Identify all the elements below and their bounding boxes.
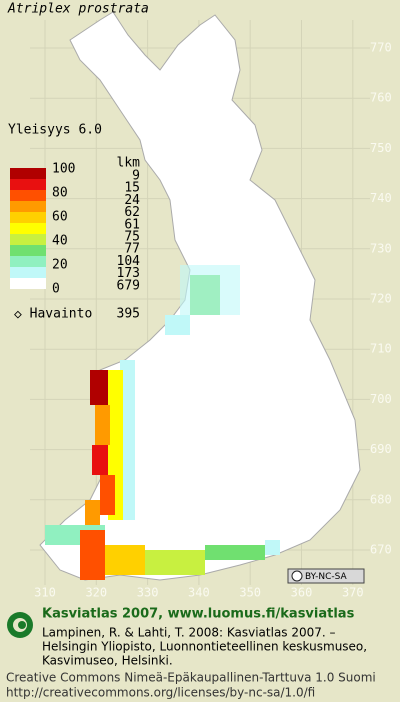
legend-count: 104 bbox=[117, 254, 141, 269]
license: Creative Commons Nimeä-Epäkaupallinen-Ta… bbox=[6, 671, 376, 700]
legend-scale-label: 100 bbox=[52, 162, 75, 177]
y-grid-label: 700 bbox=[370, 392, 392, 406]
legend-count: 15 bbox=[124, 181, 140, 196]
legend-swatch bbox=[10, 267, 46, 278]
legend-swatch bbox=[10, 201, 46, 212]
x-grid-label: 320 bbox=[85, 586, 107, 600]
y-grid-label: 710 bbox=[370, 342, 392, 356]
y-grid-label: 750 bbox=[370, 141, 392, 155]
legend-scale-label: 0 bbox=[52, 282, 60, 297]
observation-count: 395 bbox=[117, 307, 140, 322]
legend-count: 61 bbox=[124, 217, 140, 232]
legend-swatch bbox=[10, 223, 46, 234]
x-grid-label: 360 bbox=[291, 586, 313, 600]
citation-line: Kasvimuseo, Helsinki. bbox=[42, 654, 173, 668]
license-line: Creative Commons Nimeä-Epäkaupallinen-Ta… bbox=[6, 671, 376, 685]
y-grid-label: 730 bbox=[370, 241, 392, 255]
legend-scale-label: 60 bbox=[52, 210, 68, 225]
x-grid-label: 340 bbox=[188, 586, 210, 600]
y-grid-label: 740 bbox=[370, 191, 392, 205]
x-grid-label: 350 bbox=[239, 586, 261, 600]
legend-swatch bbox=[10, 190, 46, 201]
legend-count: 679 bbox=[117, 278, 140, 293]
legend-swatch bbox=[10, 256, 46, 267]
cc-badge bbox=[287, 568, 365, 584]
y-grid-label: 670 bbox=[370, 543, 392, 557]
y-grid-label: 690 bbox=[370, 442, 392, 456]
cc-icon bbox=[291, 570, 303, 582]
site: Kasviatlas 2007, www.luomus.fi/kasviatla… bbox=[42, 607, 355, 622]
x-grid-label: 310 bbox=[34, 586, 56, 600]
citation-line: Lampinen, R. & Lahti, T. 2008: Kasviatla… bbox=[42, 626, 336, 640]
legend-count: 9 bbox=[132, 169, 140, 184]
legend-count: 62 bbox=[124, 205, 140, 220]
legend-swatch bbox=[10, 212, 46, 223]
x-grid-label: 370 bbox=[342, 586, 364, 600]
legend-count: 24 bbox=[124, 193, 140, 208]
citation-line: Helsingin Yliopisto, Luonnontieteellinen… bbox=[42, 640, 367, 654]
legend-swatch bbox=[10, 179, 46, 190]
legend-count: 173 bbox=[117, 266, 140, 281]
distribution-cells bbox=[45, 265, 280, 580]
license-line: http://creativecommons.org/licenses/by-n… bbox=[6, 686, 315, 700]
frequency: Yleisyys 6.0 bbox=[8, 123, 102, 138]
legend-swatch bbox=[10, 245, 46, 256]
y-grid-label: 680 bbox=[370, 492, 392, 506]
cc-badge-text: BY-NC-SA bbox=[305, 572, 348, 582]
legend-scale-label: 40 bbox=[52, 234, 68, 249]
y-grid-label: 720 bbox=[370, 292, 392, 306]
legend-swatch bbox=[10, 168, 46, 179]
citation: Lampinen, R. & Lahti, T. 2008: Kasviatla… bbox=[42, 626, 367, 668]
legend-count: 77 bbox=[124, 242, 140, 257]
y-grid-label: 770 bbox=[370, 41, 392, 55]
legend-count-header: lkm bbox=[117, 156, 141, 171]
legend-swatch bbox=[10, 278, 46, 289]
legend-scale-label: 80 bbox=[52, 186, 68, 201]
y-grid-label: 760 bbox=[370, 91, 392, 105]
x-grid-label: 330 bbox=[137, 586, 159, 600]
observation-label: ◇ Havainto bbox=[14, 307, 92, 322]
legend-swatch bbox=[10, 234, 46, 245]
legend-count: 75 bbox=[124, 230, 140, 245]
legend-scale-label: 20 bbox=[52, 258, 68, 273]
logo bbox=[7, 612, 33, 638]
title: Atriplex prostrata bbox=[7, 2, 149, 17]
